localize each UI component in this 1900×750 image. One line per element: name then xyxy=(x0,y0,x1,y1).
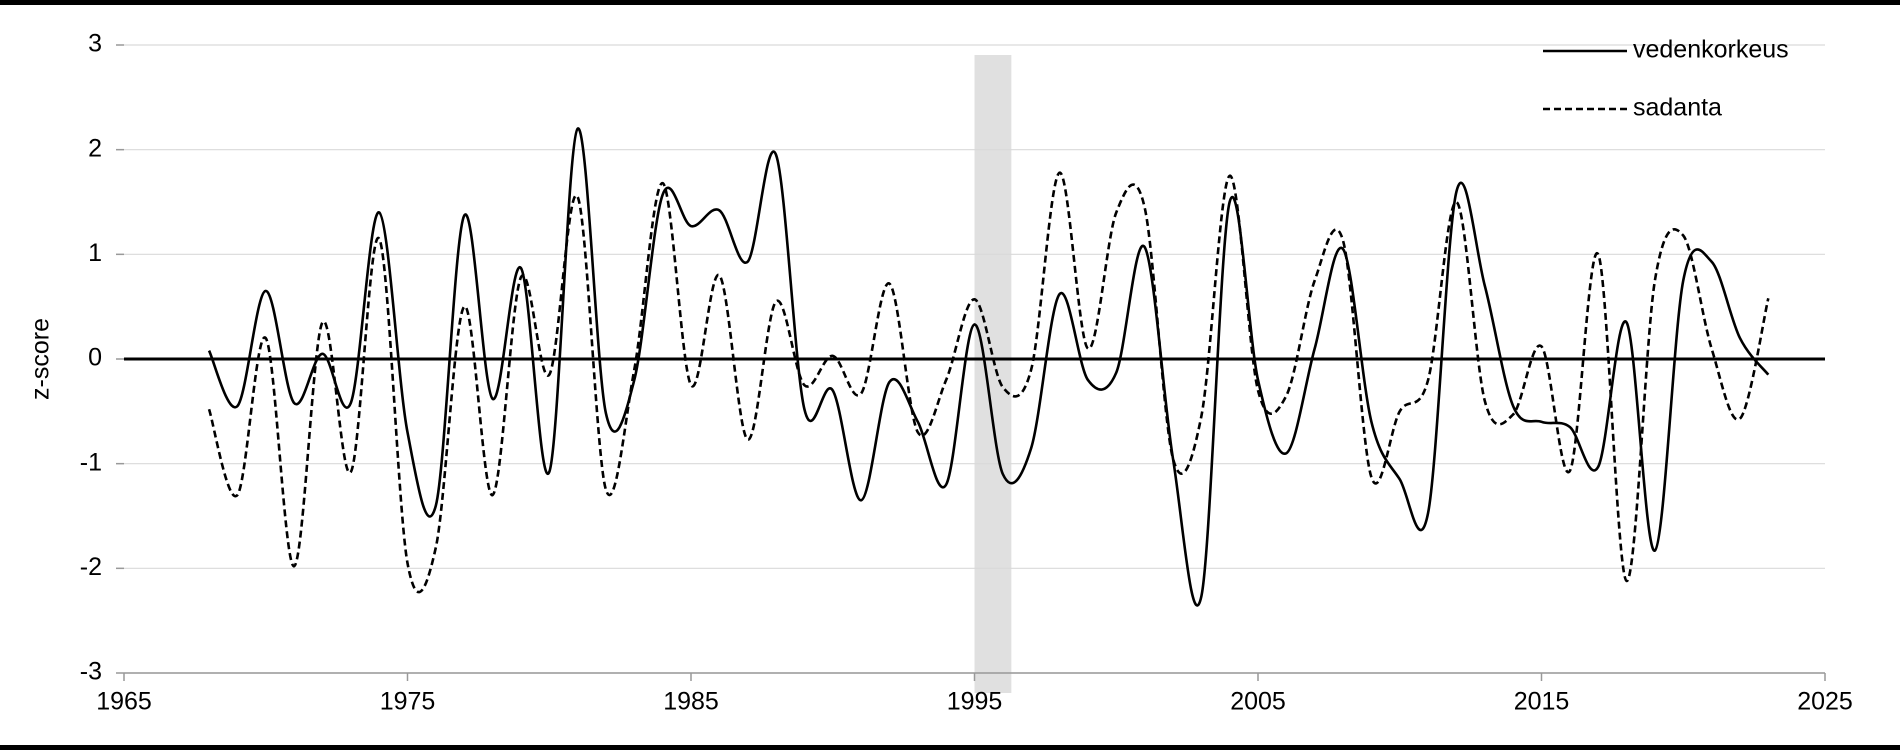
top-border xyxy=(0,0,1900,5)
bottom-border xyxy=(0,745,1900,750)
y-axis-label: z-score xyxy=(27,318,55,400)
y-tick-label: 0 xyxy=(88,344,102,372)
legend-label: sadanta xyxy=(1633,94,1722,122)
x-tick-label: 2025 xyxy=(1797,688,1853,716)
shaded-band xyxy=(974,55,1012,693)
y-tick-label: 2 xyxy=(88,134,102,162)
x-tick-label: 1975 xyxy=(380,688,436,716)
y-tick-label: -1 xyxy=(80,448,102,476)
x-tick-label: 2015 xyxy=(1514,688,1570,716)
y-tick-label: -2 xyxy=(80,553,102,581)
series-line xyxy=(207,171,1770,594)
y-tick-label: 3 xyxy=(88,30,102,58)
legend-label: vedenkorkeus xyxy=(1633,36,1789,64)
x-tick-label: 2005 xyxy=(1230,688,1286,716)
y-tick-label: 1 xyxy=(88,239,102,267)
x-tick-label: 1995 xyxy=(947,688,1003,716)
x-tick-label: 1965 xyxy=(96,688,152,716)
x-tick-label: 1985 xyxy=(663,688,719,716)
y-tick-label: -3 xyxy=(80,658,102,686)
series-line xyxy=(207,127,1770,607)
